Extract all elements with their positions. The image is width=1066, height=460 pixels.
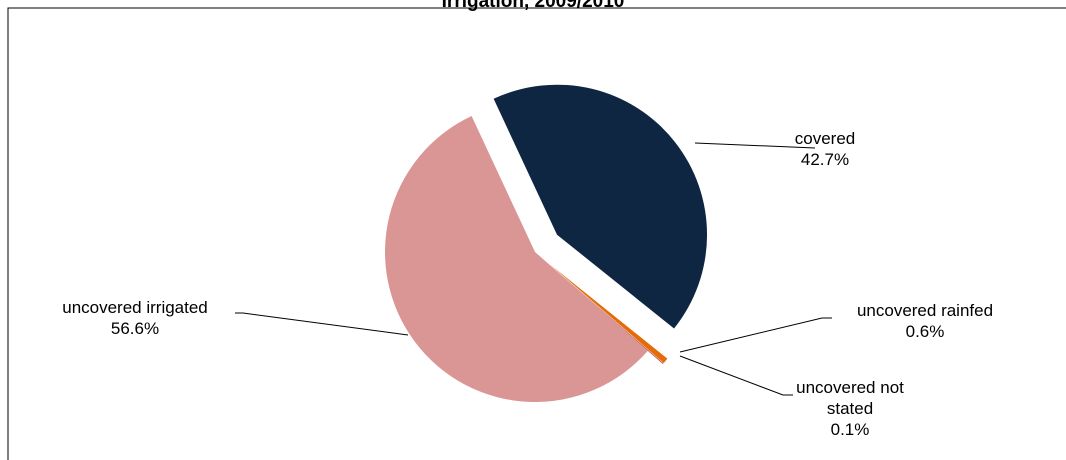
- leader-line: [694, 142, 816, 149]
- chart-frame: [7, 7, 1066, 460]
- leader-line: [679, 355, 793, 396]
- category-label: covered: [794, 129, 856, 148]
- value-label: 0.1%: [830, 420, 870, 439]
- category-label: uncovered not stated: [796, 378, 904, 418]
- pie-slice: [385, 116, 648, 402]
- leader-line: [235, 312, 409, 336]
- leader-line: [679, 317, 832, 353]
- slice-label: uncovered not stated 0.1%: [790, 377, 910, 440]
- value-label: 56.6%: [110, 319, 160, 338]
- slice-label: uncovered irrigated 56.6%: [30, 297, 240, 339]
- pie-slice: [493, 84, 708, 329]
- category-label: uncovered irrigated: [62, 298, 208, 317]
- value-label: 0.6%: [905, 322, 945, 341]
- pie-slice: [550, 264, 668, 363]
- chart-title: Irrigation, 2009/2010: [441, 0, 625, 12]
- category-label: uncovered rainfed: [856, 301, 994, 320]
- pie: [385, 84, 708, 402]
- value-label: 42.7%: [800, 150, 850, 169]
- slice-label: uncovered rainfed 0.6%: [825, 300, 1025, 342]
- pie-slice: [550, 265, 664, 365]
- slice-label: covered 42.7%: [760, 128, 890, 170]
